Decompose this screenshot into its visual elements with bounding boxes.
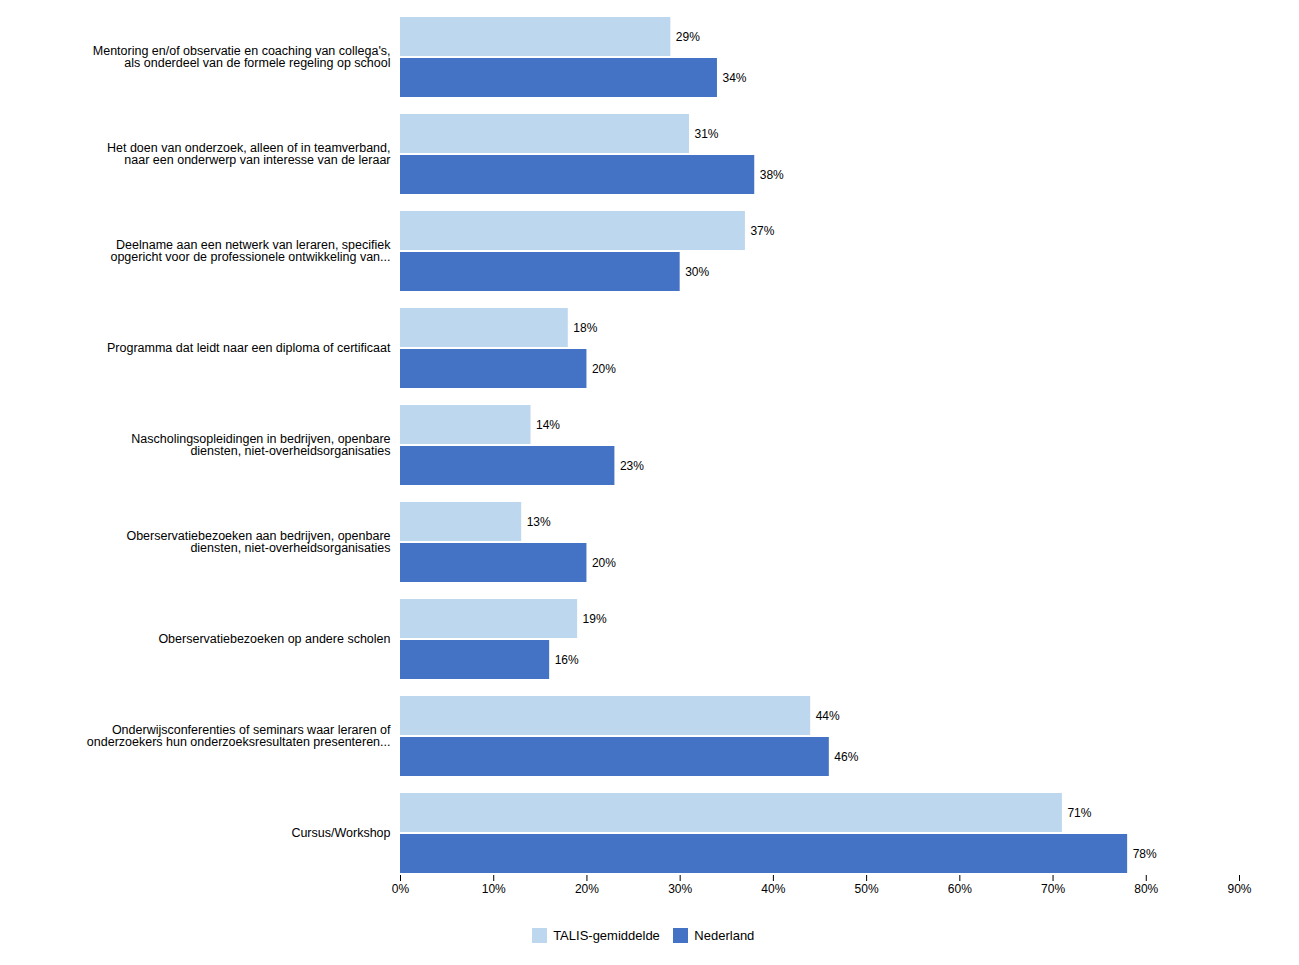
svg-text:40%: 40% xyxy=(761,882,785,896)
svg-text:71%: 71% xyxy=(1067,806,1091,820)
svg-text:0%: 0% xyxy=(392,882,410,896)
svg-text:34%: 34% xyxy=(722,71,746,85)
svg-text:80%: 80% xyxy=(1134,882,1158,896)
svg-text:60%: 60% xyxy=(948,882,972,896)
svg-text:31%: 31% xyxy=(694,127,718,141)
svg-text:14%: 14% xyxy=(536,418,560,432)
svg-text:90%: 90% xyxy=(1227,882,1251,896)
svg-text:Cursus/Workshop: Cursus/Workshop xyxy=(291,826,390,840)
svg-text:16%: 16% xyxy=(555,653,579,667)
svg-text:Het doen van onderzoek, alleen: Het doen van onderzoek, alleen of in tea… xyxy=(107,141,391,168)
svg-text:Mentoring en/of observatie en: Mentoring en/of observatie en coaching v… xyxy=(93,44,391,71)
html-text:TALIS-gemiddelde: TALIS-gemiddelde xyxy=(553,928,660,943)
svg-text:Deelname aan een netwerk van l: Deelname aan een netwerk van leraren, sp… xyxy=(110,238,391,265)
svg-text:37%: 37% xyxy=(750,224,774,238)
svg-text:20%: 20% xyxy=(575,882,599,896)
svg-text:70%: 70% xyxy=(1041,882,1065,896)
svg-text:38%: 38% xyxy=(760,168,784,182)
svg-text:13%: 13% xyxy=(527,515,551,529)
svg-text:44%: 44% xyxy=(816,709,840,723)
html-text:Nederland: Nederland xyxy=(694,928,755,943)
svg-text:19%: 19% xyxy=(583,612,607,626)
svg-text:Programma dat leidt naar een d: Programma dat leidt naar een diploma of … xyxy=(107,341,391,355)
svg-text:50%: 50% xyxy=(855,882,879,896)
svg-text:10%: 10% xyxy=(482,882,506,896)
svg-text:Nascholingsopleidingen in bedr: Nascholingsopleidingen in bedrijven, ope… xyxy=(131,432,390,459)
svg-text:Oberservatiebezoeken op andere: Oberservatiebezoeken op andere scholen xyxy=(158,632,390,646)
svg-text:Oberservatiebezoeken aan bedri: Oberservatiebezoeken aan bedrijven, open… xyxy=(126,529,390,556)
svg-text:29%: 29% xyxy=(676,30,700,44)
svg-text:20%: 20% xyxy=(592,556,616,570)
svg-text:Onderwijsconferenties of semin: Onderwijsconferenties of seminars waar l… xyxy=(87,723,391,750)
svg-text:30%: 30% xyxy=(685,265,709,279)
svg-text:18%: 18% xyxy=(573,321,597,335)
svg-text:20%: 20% xyxy=(592,362,616,376)
svg-text:23%: 23% xyxy=(620,459,644,473)
svg-text:46%: 46% xyxy=(834,750,858,764)
svg-text:30%: 30% xyxy=(668,882,692,896)
svg-text:78%: 78% xyxy=(1133,847,1157,861)
